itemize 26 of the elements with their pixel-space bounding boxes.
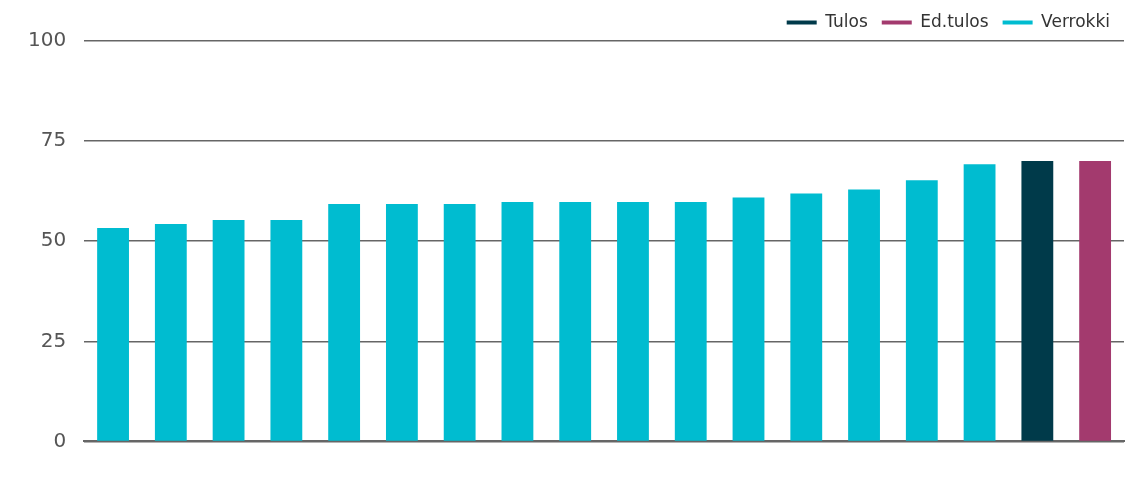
bar xyxy=(154,223,187,441)
y-tick-label: 25 xyxy=(40,327,67,352)
bar xyxy=(732,197,765,441)
bar xyxy=(559,201,592,441)
legend-label: Ed.tulos xyxy=(920,10,989,31)
y-tick-label: 0 xyxy=(53,427,67,452)
bar xyxy=(674,201,707,441)
bar xyxy=(212,219,245,441)
bar xyxy=(617,201,649,441)
bar xyxy=(443,203,476,441)
legend-label: Tulos xyxy=(824,10,868,31)
y-tick-label: 75 xyxy=(40,127,67,152)
bar xyxy=(963,164,996,441)
bar xyxy=(97,227,129,441)
bar xyxy=(905,180,938,441)
bar xyxy=(328,203,361,441)
legend-label: Verrokki xyxy=(1041,10,1110,31)
y-tick-label: 50 xyxy=(40,227,67,252)
bar xyxy=(848,189,880,441)
bar xyxy=(790,193,823,441)
bar xyxy=(385,203,418,441)
bar xyxy=(1079,161,1112,441)
bar xyxy=(270,219,303,441)
bar xyxy=(501,201,534,441)
bar xyxy=(1021,161,1054,441)
y-tick-label: 100 xyxy=(27,27,67,52)
